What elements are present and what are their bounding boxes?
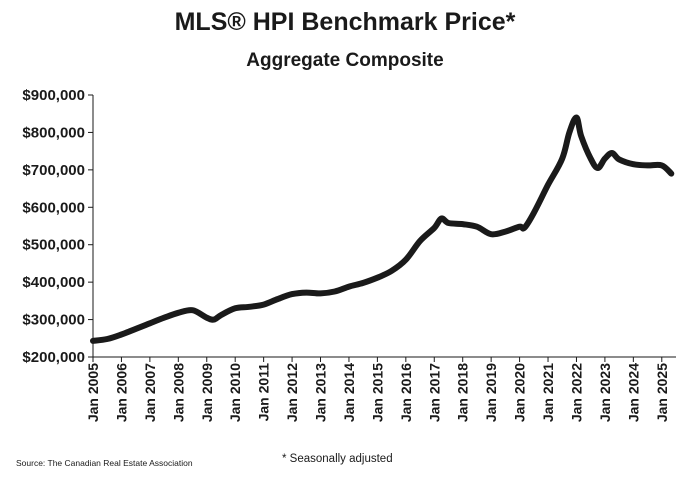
x-tick-label: Jan 2020 bbox=[512, 363, 528, 422]
x-tick-label: Jan 2008 bbox=[170, 363, 186, 422]
x-tick-label: Jan 2024 bbox=[625, 363, 641, 422]
y-axis-ticks: $200,000 $300,000 $400,000 $500,000 $600,000… bbox=[22, 87, 93, 366]
y-tick-label: $200,000 bbox=[22, 349, 85, 366]
x-tick-label: Jan 2017 bbox=[426, 363, 442, 422]
series-line bbox=[90, 114, 675, 344]
x-tick-label: Jan 2013 bbox=[313, 363, 329, 422]
x-tick-label: Jan 2009 bbox=[199, 363, 215, 422]
x-tick-label: Jan 2005 bbox=[85, 363, 101, 422]
seasonally-adjusted-note: * Seasonally adjusted bbox=[282, 453, 393, 465]
x-tick-label: Jan 2022 bbox=[568, 363, 584, 422]
x-tick-label: Jan 2012 bbox=[284, 363, 300, 422]
chart-title: MLS® HPI Benchmark Price* bbox=[174, 8, 516, 36]
y-tick-label: $600,000 bbox=[22, 199, 85, 216]
x-tick-label: Jan 2021 bbox=[540, 363, 556, 422]
y-tick-label: $400,000 bbox=[22, 274, 85, 291]
x-tick-label: Jan 2015 bbox=[369, 363, 385, 422]
y-tick-label: $500,000 bbox=[22, 237, 85, 254]
y-tick-label: $900,000 bbox=[22, 87, 85, 104]
source-note: Source: The Canadian Real Estate Associa… bbox=[16, 458, 193, 468]
chart-axes bbox=[92, 95, 676, 358]
x-tick-label: Jan 2025 bbox=[654, 363, 670, 422]
x-axis-ticks: Jan 2005 Jan 2006 Jan 2007 Jan 2008 Jan 2009… bbox=[85, 357, 670, 422]
y-tick-label: $300,000 bbox=[22, 312, 85, 329]
series-group bbox=[90, 114, 675, 344]
x-tick-label: Jan 2023 bbox=[597, 363, 613, 422]
x-tick-label: Jan 2016 bbox=[398, 363, 414, 422]
y-tick-label: $800,000 bbox=[22, 124, 85, 141]
chart-subtitle: Aggregate Composite bbox=[246, 50, 444, 71]
x-tick-label: Jan 2018 bbox=[455, 363, 471, 422]
x-tick-label: Jan 2007 bbox=[142, 363, 158, 422]
x-tick-label: Jan 2011 bbox=[256, 363, 272, 422]
y-tick-label: $700,000 bbox=[22, 162, 85, 179]
x-tick-label: Jan 2019 bbox=[483, 363, 499, 422]
x-tick-label: Jan 2014 bbox=[341, 363, 357, 422]
x-tick-label: Jan 2006 bbox=[113, 363, 129, 422]
x-tick-label: Jan 2010 bbox=[227, 363, 243, 422]
